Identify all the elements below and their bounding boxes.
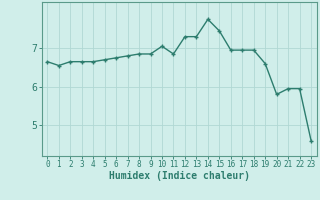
X-axis label: Humidex (Indice chaleur): Humidex (Indice chaleur)	[109, 171, 250, 181]
